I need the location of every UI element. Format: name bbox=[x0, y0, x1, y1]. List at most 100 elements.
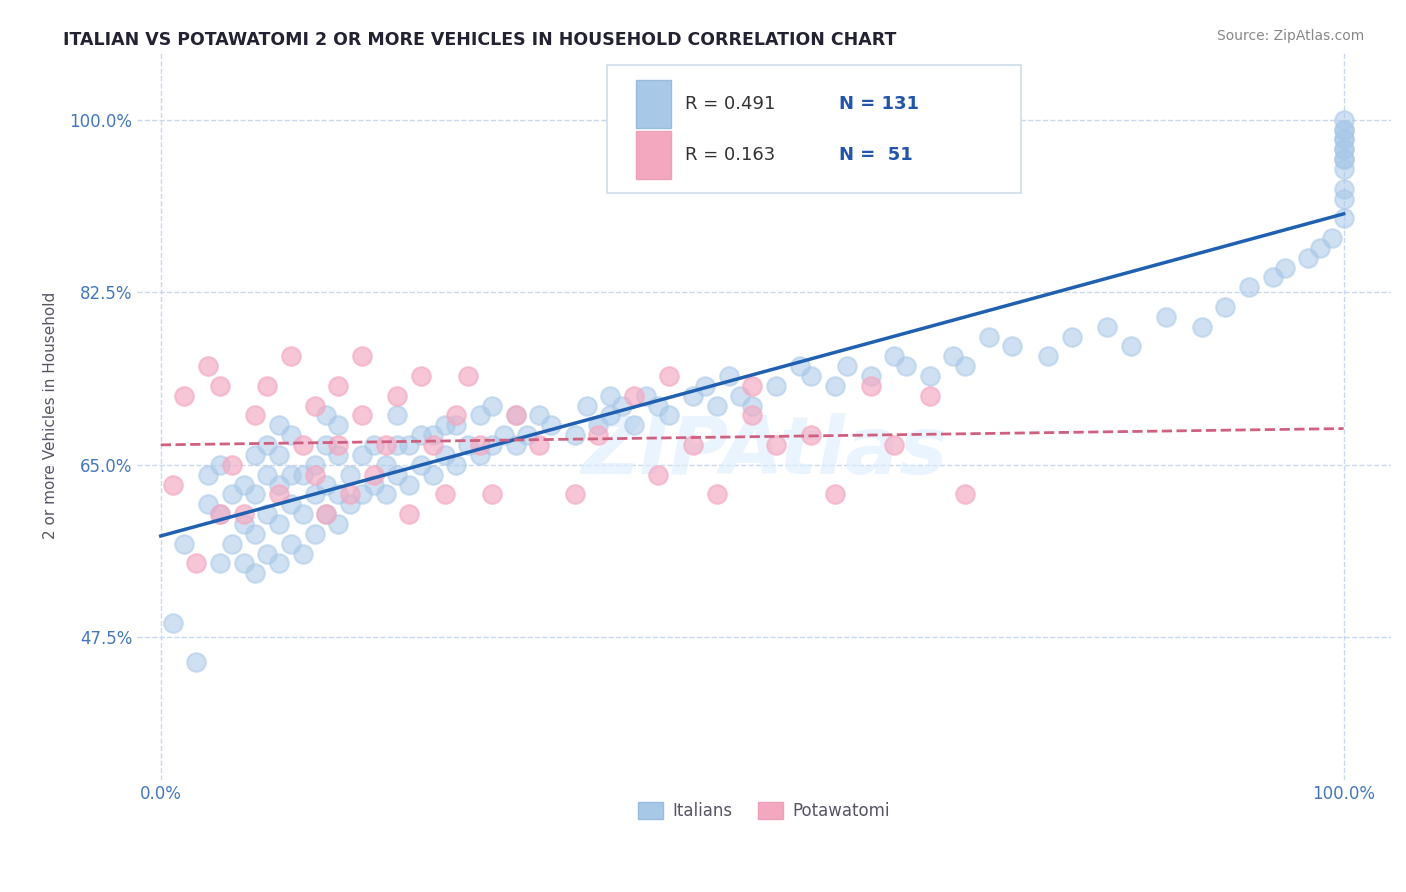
Point bbox=[883, 349, 905, 363]
Point bbox=[363, 477, 385, 491]
Point bbox=[232, 507, 254, 521]
Point bbox=[730, 389, 752, 403]
Point bbox=[918, 389, 941, 403]
Text: N = 131: N = 131 bbox=[839, 95, 920, 113]
Text: R = 0.163: R = 0.163 bbox=[685, 146, 775, 164]
Point bbox=[267, 418, 290, 433]
Point bbox=[256, 507, 278, 521]
Point bbox=[564, 487, 586, 501]
Point bbox=[468, 409, 491, 423]
Point bbox=[221, 536, 243, 550]
Point bbox=[315, 438, 337, 452]
Point bbox=[256, 547, 278, 561]
Point bbox=[1333, 182, 1355, 196]
Point bbox=[350, 448, 373, 462]
Legend: Italians, Potawatomi: Italians, Potawatomi bbox=[631, 795, 897, 827]
Point bbox=[387, 467, 409, 482]
Text: ITALIAN VS POTAWATOMI 2 OR MORE VEHICLES IN HOUSEHOLD CORRELATION CHART: ITALIAN VS POTAWATOMI 2 OR MORE VEHICLES… bbox=[63, 31, 897, 49]
Point bbox=[162, 477, 184, 491]
Point bbox=[682, 438, 704, 452]
Point bbox=[398, 507, 420, 521]
Point bbox=[280, 428, 302, 442]
Point bbox=[859, 379, 882, 393]
Point bbox=[245, 409, 267, 423]
Y-axis label: 2 or more Vehicles in Household: 2 or more Vehicles in Household bbox=[44, 292, 58, 539]
Point bbox=[328, 418, 350, 433]
Point bbox=[706, 399, 728, 413]
Point bbox=[481, 438, 503, 452]
Point bbox=[446, 458, 468, 472]
Point bbox=[1036, 349, 1059, 363]
Point bbox=[824, 379, 846, 393]
Point bbox=[1333, 142, 1355, 156]
Point bbox=[304, 399, 326, 413]
Point bbox=[328, 487, 350, 501]
Point bbox=[706, 487, 728, 501]
Point bbox=[232, 557, 254, 571]
Point bbox=[267, 487, 290, 501]
FancyBboxPatch shape bbox=[607, 65, 1021, 193]
Point bbox=[623, 418, 645, 433]
Point bbox=[409, 428, 432, 442]
Point bbox=[221, 458, 243, 472]
Point bbox=[267, 477, 290, 491]
Point bbox=[304, 458, 326, 472]
Point bbox=[588, 428, 610, 442]
Point bbox=[433, 418, 456, 433]
Point bbox=[280, 467, 302, 482]
Point bbox=[953, 359, 976, 374]
Point bbox=[481, 399, 503, 413]
Point bbox=[186, 655, 208, 669]
Point bbox=[1333, 112, 1355, 127]
Point bbox=[256, 379, 278, 393]
Point bbox=[529, 409, 551, 423]
Point bbox=[481, 487, 503, 501]
Point bbox=[575, 399, 598, 413]
Point bbox=[765, 379, 787, 393]
Point bbox=[505, 438, 527, 452]
Point bbox=[374, 458, 396, 472]
Point bbox=[315, 409, 337, 423]
Point bbox=[208, 507, 231, 521]
Point bbox=[422, 467, 444, 482]
Point bbox=[339, 467, 361, 482]
Point bbox=[647, 467, 669, 482]
Point bbox=[245, 487, 267, 501]
Point bbox=[1333, 152, 1355, 166]
Point bbox=[363, 438, 385, 452]
Point bbox=[374, 438, 396, 452]
Point bbox=[409, 369, 432, 384]
Point bbox=[291, 507, 314, 521]
Point bbox=[245, 566, 267, 581]
Point bbox=[328, 438, 350, 452]
Point bbox=[835, 359, 858, 374]
Point bbox=[387, 409, 409, 423]
Point bbox=[291, 467, 314, 482]
Point bbox=[1001, 339, 1024, 353]
Point bbox=[304, 487, 326, 501]
Point bbox=[1333, 161, 1355, 176]
Point bbox=[1333, 132, 1355, 146]
Point bbox=[647, 399, 669, 413]
Point bbox=[208, 458, 231, 472]
Point bbox=[1333, 122, 1355, 136]
Point bbox=[492, 428, 515, 442]
Point bbox=[529, 438, 551, 452]
Text: R = 0.491: R = 0.491 bbox=[685, 95, 776, 113]
FancyBboxPatch shape bbox=[636, 80, 671, 128]
Point bbox=[1296, 251, 1319, 265]
Point bbox=[977, 329, 1000, 343]
Point bbox=[1274, 260, 1296, 275]
Point bbox=[1333, 152, 1355, 166]
Point bbox=[304, 526, 326, 541]
Point bbox=[267, 516, 290, 531]
Point bbox=[789, 359, 811, 374]
Point bbox=[197, 359, 219, 374]
Point bbox=[173, 389, 195, 403]
Point bbox=[516, 428, 538, 442]
Point bbox=[741, 379, 763, 393]
Point bbox=[256, 438, 278, 452]
Point bbox=[186, 557, 208, 571]
Point bbox=[894, 359, 917, 374]
Point bbox=[232, 477, 254, 491]
